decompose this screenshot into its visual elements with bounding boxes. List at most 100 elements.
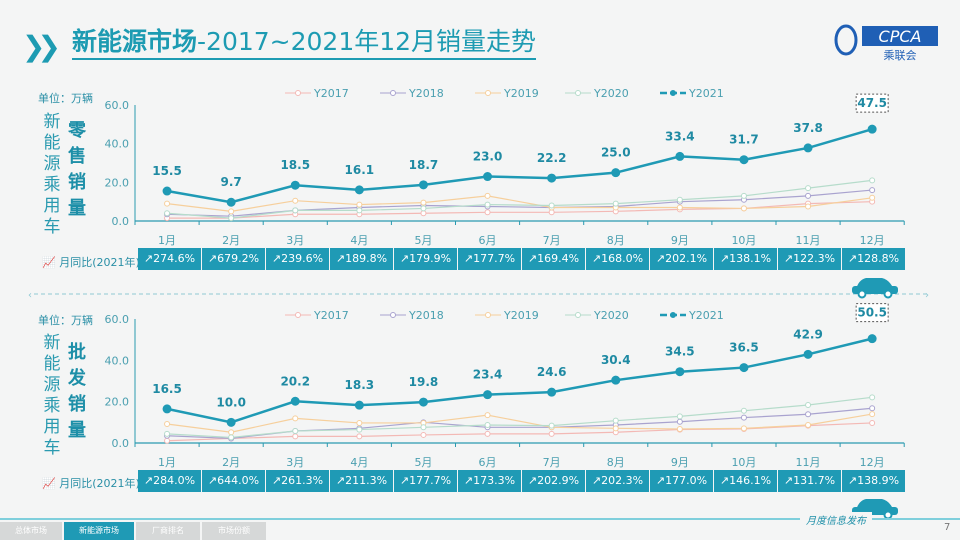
trend-up-icon: ↗ bbox=[783, 252, 794, 265]
trend-up-icon: ↗ bbox=[847, 252, 858, 265]
yoy-cell: ↗274.6% bbox=[138, 248, 201, 270]
data-point-y2020 bbox=[805, 401, 812, 408]
yoy-cell: ↗644.0% bbox=[202, 470, 265, 492]
data-point-y2021 bbox=[483, 390, 493, 400]
data-label: 9.7 bbox=[221, 175, 242, 189]
yoy-cell: ↗284.0% bbox=[138, 470, 201, 492]
data-label: 19.8 bbox=[409, 375, 439, 389]
data-point-y2020 bbox=[869, 394, 876, 401]
bold-char: 售 bbox=[68, 146, 86, 167]
data-point-y2021 bbox=[290, 180, 300, 190]
data-point-y2019 bbox=[869, 411, 876, 418]
y-tick-label: 0.0 bbox=[112, 215, 130, 228]
bold-char: 销 bbox=[68, 172, 86, 193]
trend-up-icon: ↗ bbox=[271, 252, 282, 265]
data-point-y2021 bbox=[290, 396, 300, 406]
x-tick-label: 5月 bbox=[414, 234, 432, 247]
data-label: 24.6 bbox=[537, 365, 567, 379]
y-tick-label: 40.0 bbox=[105, 138, 130, 151]
data-point-y2021 bbox=[611, 168, 621, 178]
trend-up-icon: ↗ bbox=[719, 252, 730, 265]
chart-0: 0.0 20.0 40.0 60.0 1月 2月 3月 4月 5月 6月 7月 8月 9月 10月 11月 1… bbox=[105, 87, 905, 247]
data-label: 10.0 bbox=[216, 395, 246, 409]
series-line-y2019 bbox=[166, 413, 873, 433]
yoy-row-wholesale: ↗284.0% ↗644.0% ↗261.3% ↗211.3% ↗177.7% ↗173.… bbox=[138, 470, 906, 492]
data-point-y2021 bbox=[226, 417, 236, 427]
arrow-right-icon: › bbox=[925, 290, 929, 301]
x-tick-label: 11月 bbox=[796, 234, 821, 247]
yoy-value: 168.0% bbox=[601, 252, 644, 265]
data-point-y2021 bbox=[483, 172, 493, 182]
title-bold: 新能源市场 bbox=[72, 27, 198, 56]
side-label-bottom: 新 能 源 乘 用 车 bbox=[42, 333, 62, 459]
data-label: 33.4 bbox=[665, 129, 695, 143]
trend-up-icon: ↗ bbox=[719, 474, 730, 487]
data-point-y2020 bbox=[548, 422, 555, 429]
data-point-y2017 bbox=[484, 430, 491, 437]
retail-label: 零 售 销 量 bbox=[66, 118, 88, 222]
yoy-cell: ↗169.4% bbox=[522, 248, 585, 270]
tab-nev-market[interactable]: 新能源市场 bbox=[64, 522, 134, 540]
yoy-value: 261.3% bbox=[281, 474, 324, 487]
data-point-y2020 bbox=[612, 417, 619, 424]
data-point-y2021 bbox=[803, 349, 813, 359]
data-point-y2021 bbox=[803, 143, 813, 153]
yoy-value: 202.1% bbox=[665, 252, 708, 265]
tab-market-share[interactable]: 市场份额 bbox=[202, 522, 266, 540]
trend-up-icon: ↗ bbox=[463, 252, 474, 265]
legend-marker bbox=[670, 90, 676, 96]
data-point-y2020 bbox=[420, 424, 427, 431]
yoy-cell: ↗202.9% bbox=[522, 470, 585, 492]
bold-char: 零 bbox=[68, 120, 86, 141]
data-point-y2017 bbox=[420, 210, 427, 217]
x-tick-label: 2月 bbox=[222, 456, 240, 469]
unit-label-top: 单位：万辆 bbox=[38, 92, 93, 105]
arrow-left-icon: ‹ bbox=[28, 290, 32, 301]
x-tick-label: 6月 bbox=[479, 234, 497, 247]
yoy-cell: ↗211.3% bbox=[330, 470, 393, 492]
data-point-y2020 bbox=[164, 210, 171, 217]
yoy-cell: ↗679.2% bbox=[202, 248, 265, 270]
data-point-y2020 bbox=[548, 202, 555, 209]
data-label: 25.0 bbox=[601, 146, 631, 160]
yoy-cell: ↗202.3% bbox=[586, 470, 649, 492]
data-label: 18.5 bbox=[280, 158, 310, 172]
yoy-value: 644.0% bbox=[217, 474, 260, 487]
trend-up-icon: ↗ bbox=[783, 474, 794, 487]
tab-maker-ranking[interactable]: 厂商排名 bbox=[136, 522, 200, 540]
series-line-y2020 bbox=[167, 396, 873, 439]
yoy-value: 122.3% bbox=[793, 252, 836, 265]
x-tick-label: 1月 bbox=[158, 234, 176, 247]
trend-up-icon: ↗ bbox=[207, 474, 218, 487]
series-line-y2019 bbox=[166, 195, 873, 212]
svg-text:CPCA: CPCA bbox=[879, 27, 922, 46]
side-char: 用 bbox=[43, 196, 61, 216]
yoy-cell: ↗138.1% bbox=[714, 248, 777, 270]
data-point-y2018 bbox=[805, 192, 812, 199]
x-tick-label: 9月 bbox=[671, 234, 689, 247]
legend-label-y2017: Y2017 bbox=[313, 309, 349, 322]
data-label: 20.2 bbox=[280, 374, 310, 388]
data-point-y2018 bbox=[676, 418, 683, 425]
data-label: 36.5 bbox=[729, 341, 759, 355]
trend-up-icon: ↗ bbox=[655, 474, 666, 487]
bold-char: 量 bbox=[68, 198, 86, 219]
trend-up-icon: ↗ bbox=[399, 252, 410, 265]
data-point-y2019 bbox=[805, 422, 812, 429]
legend-label-y2019: Y2019 bbox=[503, 309, 539, 322]
tab-overall-market[interactable]: 总体市场 bbox=[0, 522, 62, 540]
x-tick-label: 8月 bbox=[607, 234, 625, 247]
bold-char: 发 bbox=[68, 368, 86, 389]
trend-up-icon: ↗ bbox=[527, 252, 538, 265]
data-label: 23.4 bbox=[473, 368, 503, 382]
yoy-value: 274.6% bbox=[153, 252, 196, 265]
x-tick-label: 3月 bbox=[286, 456, 304, 469]
x-tick-label: 4月 bbox=[350, 456, 368, 469]
x-tick-label: 3月 bbox=[286, 234, 304, 247]
data-point-y2021 bbox=[162, 186, 172, 196]
yoy-cell: ↗131.7% bbox=[778, 470, 841, 492]
legend-label-y2020: Y2020 bbox=[593, 309, 629, 322]
side-char: 新 bbox=[43, 112, 61, 132]
data-point-y2021 bbox=[675, 151, 685, 161]
y-tick-label: 40.0 bbox=[105, 354, 130, 367]
